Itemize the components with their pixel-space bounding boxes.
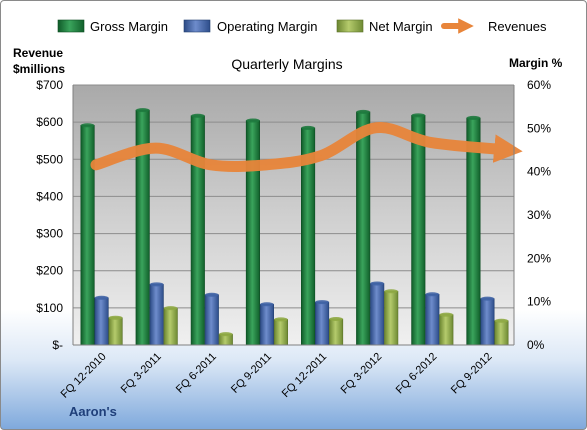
y-right-tick-label: 20% xyxy=(527,251,551,265)
company-name: Aaron's xyxy=(69,404,117,419)
legend-label-net-margin: Net Margin xyxy=(369,19,433,34)
chart-title: Quarterly Margins xyxy=(231,56,342,72)
legend: Gross Margin Operating Margin Net Margin… xyxy=(57,18,547,34)
bar-gross-margin-cap xyxy=(80,123,95,128)
y-left-label-line1: Revenue xyxy=(13,46,63,60)
bar-operating-margin-cap xyxy=(370,281,384,286)
y-right-tick-label: 60% xyxy=(527,78,551,92)
y-left-tick-label: $200 xyxy=(36,264,63,278)
bar-operating-margin xyxy=(204,294,219,346)
bar-gross-margin-cap xyxy=(356,109,370,114)
legend-label-revenues: Revenues xyxy=(488,19,547,34)
bar-gross-margin-cap xyxy=(466,115,481,120)
y-left-tick-label: $500 xyxy=(36,152,63,166)
bar-gross-margin xyxy=(411,115,426,346)
x-tick-label: FQ 3-2011 xyxy=(119,351,164,396)
y-left-tick-label: $700 xyxy=(36,78,63,92)
bar-net-margin-cap xyxy=(219,332,233,337)
bar-operating-margin-cap xyxy=(205,292,219,297)
y-left-label-line2: $millions xyxy=(13,62,65,76)
y-right-tick-label: 30% xyxy=(527,208,551,222)
bar-gross-margin-cap xyxy=(246,118,260,123)
legend-label-operating-margin: Operating Margin xyxy=(217,19,317,34)
x-tick-label: FQ 6-2011 xyxy=(174,351,219,396)
x-tick-label: FQ 9-2011 xyxy=(229,351,274,396)
y-right-tick-label: 50% xyxy=(527,121,551,135)
bar-net-margin-cap xyxy=(329,317,343,321)
revenue-point xyxy=(375,127,377,129)
bar-operating-margin-cap xyxy=(480,296,495,301)
x-tick-label: FQ 9-2012 xyxy=(449,351,495,397)
bar-net-margin xyxy=(108,317,123,346)
revenue-point xyxy=(210,164,212,166)
revenue-point xyxy=(265,164,267,166)
legend-label-gross-margin: Gross Margin xyxy=(90,19,168,34)
bar-operating-margin-cap xyxy=(94,295,109,300)
x-tick-label: FQ 3-2012 xyxy=(339,351,385,397)
x-tick-label: FQ 6-2012 xyxy=(394,351,440,397)
bar-operating-margin xyxy=(370,283,385,346)
bars xyxy=(80,108,509,346)
bar-operating-margin xyxy=(94,297,109,346)
bar-net-margin xyxy=(439,314,454,346)
y-right-tick-label: 40% xyxy=(527,165,551,179)
y-left-tick-label: $- xyxy=(52,338,63,352)
bar-operating-margin xyxy=(480,298,495,346)
bar-gross-margin xyxy=(356,111,371,346)
y-left-tick-labels: $- $100 $200 $300 $400 $500 $600 $700 xyxy=(36,78,63,352)
revenue-point xyxy=(320,155,322,157)
bar-operating-margin xyxy=(149,284,164,346)
x-tick-label: FQ 12-2010 xyxy=(59,351,109,401)
bar-net-margin-cap xyxy=(384,289,398,294)
bar-net-margin-cap xyxy=(108,315,123,320)
bar-net-margin xyxy=(494,320,509,346)
bar-gross-margin xyxy=(80,125,95,346)
bar-gross-margin xyxy=(245,120,260,346)
bar-gross-margin-cap xyxy=(301,125,315,130)
y-left-tick-label: $400 xyxy=(36,189,63,203)
bar-operating-margin-cap xyxy=(149,282,164,287)
bar-net-margin xyxy=(273,319,288,346)
bar-gross-margin-cap xyxy=(191,113,205,118)
x-tick-label: FQ 12-2011 xyxy=(280,351,329,400)
bar-operating-margin-cap xyxy=(315,300,329,305)
bar-gross-margin xyxy=(190,115,205,346)
bar-net-margin xyxy=(163,307,178,346)
bar-net-margin-cap xyxy=(274,317,288,322)
y-left-tick-label: $100 xyxy=(36,301,63,315)
revenue-point xyxy=(430,142,432,144)
bar-operating-margin-cap xyxy=(425,292,440,297)
bar-operating-margin-cap xyxy=(260,302,274,307)
bar-net-margin xyxy=(384,290,399,346)
bar-gross-margin-cap xyxy=(135,108,150,113)
bar-operating-margin xyxy=(315,301,330,346)
legend-swatch-net-margin xyxy=(336,19,364,33)
bar-gross-margin-cap xyxy=(411,113,426,118)
revenue-point xyxy=(507,149,509,151)
y-right-tick-labels: 0% 10% 20% 30% 40% 50% 60% xyxy=(527,78,551,352)
y-right-label: Margin % xyxy=(509,56,563,70)
legend-swatch-operating-margin xyxy=(183,19,211,33)
y-right-tick-label: 10% xyxy=(527,295,551,309)
y-left-tick-label: $600 xyxy=(36,115,63,129)
bar-operating-margin xyxy=(259,303,274,346)
bar-net-margin-cap xyxy=(163,306,178,311)
bar-net-margin xyxy=(329,318,344,346)
legend-swatch-gross-margin xyxy=(57,19,85,33)
revenue-point xyxy=(95,164,97,166)
bar-net-margin-cap xyxy=(494,318,509,323)
y-right-tick-label: 0% xyxy=(527,338,545,352)
y-left-tick-label: $300 xyxy=(36,227,63,241)
bar-net-margin-cap xyxy=(439,312,454,317)
revenue-line xyxy=(90,122,523,172)
bar-operating-margin xyxy=(425,293,440,346)
x-tick-labels: FQ 12-2010 FQ 3-2011 FQ 6-2011 FQ 9-2011 FQ … xyxy=(59,351,495,401)
revenue-point xyxy=(155,147,157,149)
